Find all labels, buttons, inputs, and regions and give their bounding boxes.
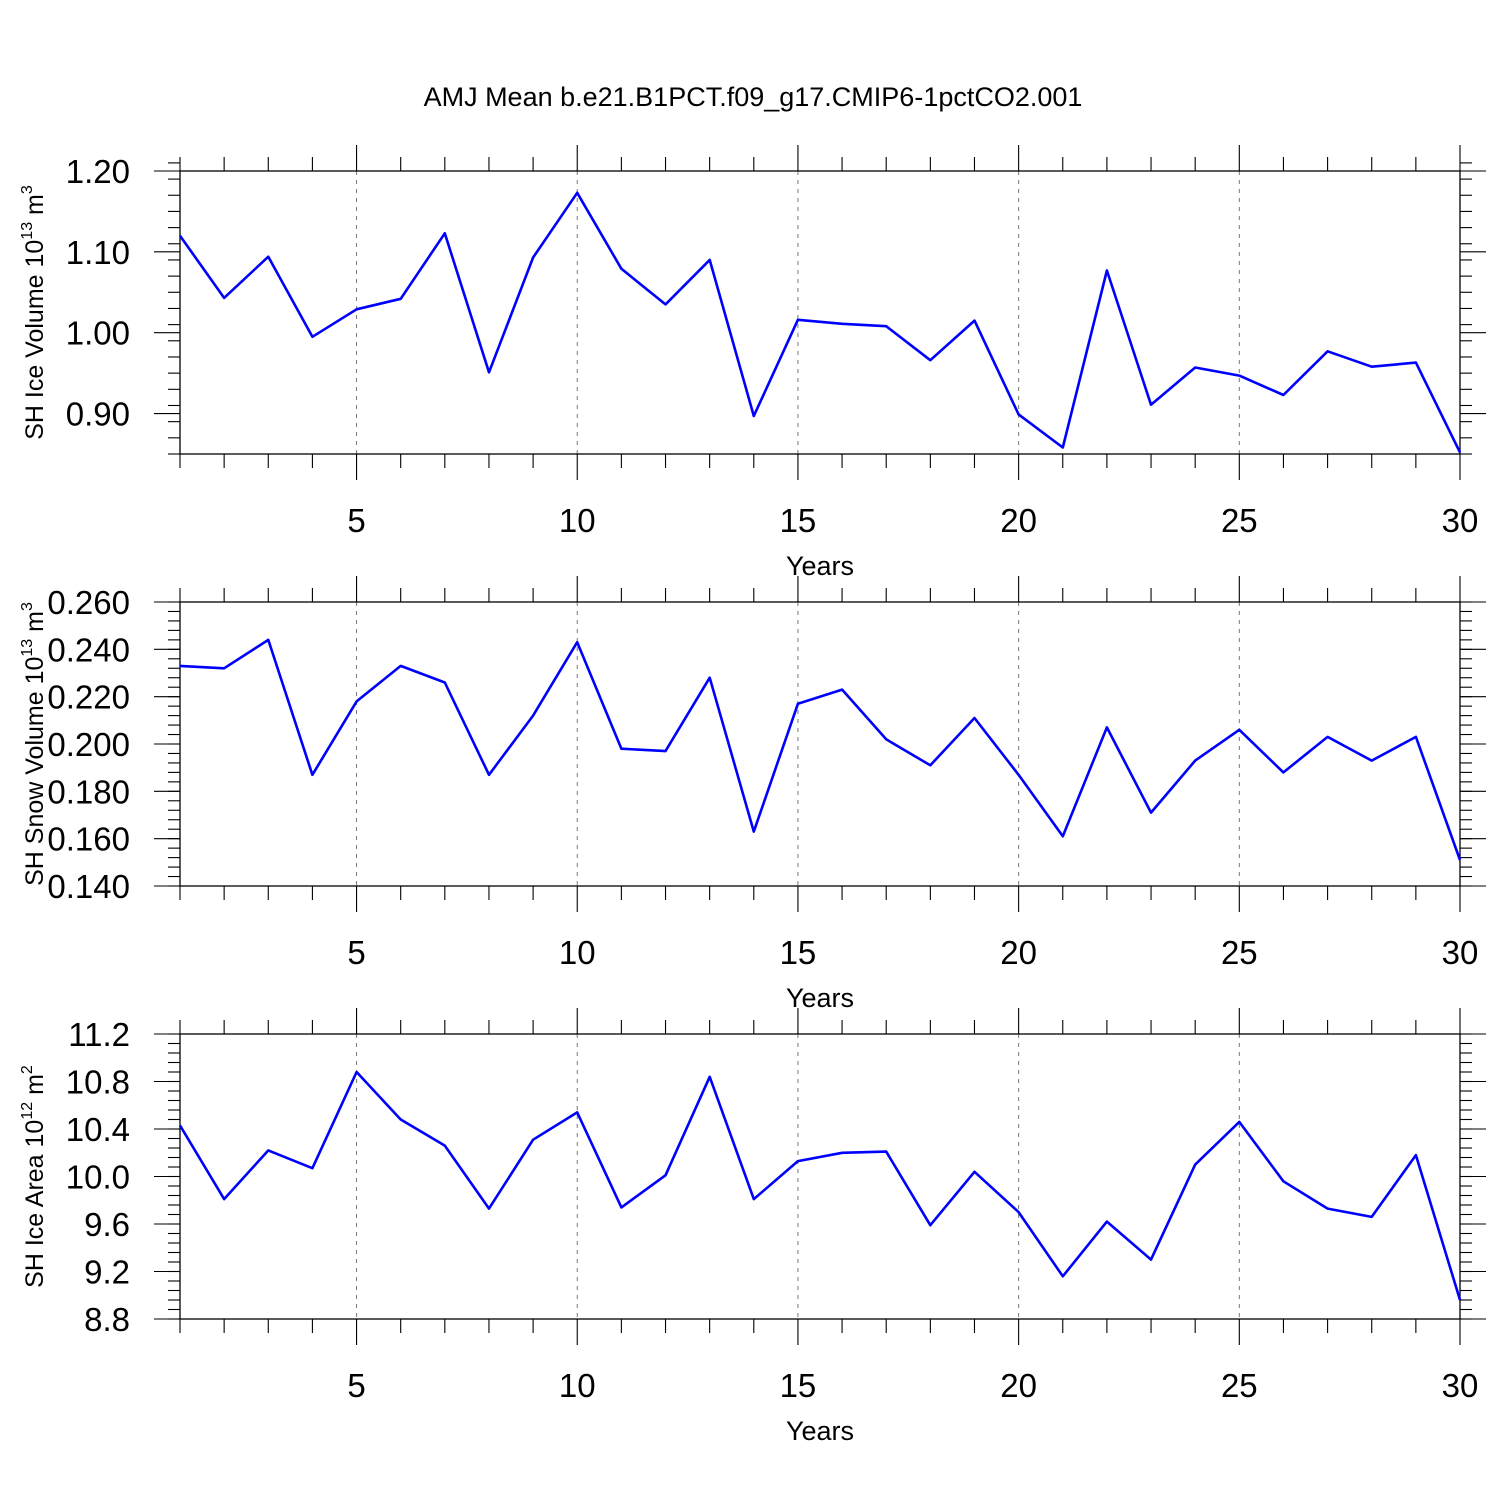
y-axis-label-exponent: 12 xyxy=(19,1102,36,1120)
x-tick-label: 15 xyxy=(780,934,817,971)
y-axis-label-unit-exponent: 3 xyxy=(19,185,36,194)
y-axis-label-unit: m xyxy=(21,611,49,639)
x-tick-label: 30 xyxy=(1442,1367,1479,1404)
x-tick-label: 15 xyxy=(780,502,817,539)
y-tick-label: 11.2 xyxy=(68,1016,130,1053)
y-axis-label-exponent: 13 xyxy=(19,222,36,240)
x-tick-label: 10 xyxy=(559,502,596,539)
y-tick-label: 8.8 xyxy=(84,1301,130,1338)
y-axis-label-text: SH Ice Volume 10 xyxy=(21,240,49,440)
y-tick-label: 9.2 xyxy=(84,1254,130,1291)
y-tick-label: 0.140 xyxy=(47,868,130,905)
y-tick-label: 0.260 xyxy=(47,584,130,621)
y-tick-label: 0.180 xyxy=(47,773,130,810)
x-tick-label: 10 xyxy=(559,934,596,971)
y-axis-label-text: SH Ice Area 10 xyxy=(21,1120,49,1288)
y-axis-label: SH Snow Volume 1013 m3 xyxy=(19,602,49,886)
y-tick-label: 0.240 xyxy=(47,631,130,668)
x-tick-label: 20 xyxy=(1000,1367,1037,1404)
y-tick-label: 10.8 xyxy=(66,1064,130,1101)
y-tick-label: 1.00 xyxy=(66,315,130,352)
series-line xyxy=(179,638,1462,861)
x-tick-label: 25 xyxy=(1221,934,1258,971)
y-tick-label: 0.220 xyxy=(47,679,130,716)
x-tick-label: 10 xyxy=(559,1367,596,1404)
x-tick-label: 25 xyxy=(1221,502,1258,539)
y-axis-label-unit: m xyxy=(21,194,49,222)
y-tick-label: 9.6 xyxy=(84,1206,130,1243)
x-axis-label: Years xyxy=(786,983,854,1013)
plot-frame xyxy=(179,170,1461,455)
sh-ice-area-panel: 8.8 9.2 9.6 10.0 10.4 10.8 11.2 5 10 15 20 25 30 Year… xyxy=(19,1008,1486,1446)
x-tick-label: 20 xyxy=(1000,502,1037,539)
y-axis-label: SH Ice Volume 1013 m3 xyxy=(19,185,49,440)
plot-frame xyxy=(179,1033,1461,1320)
x-axis-label: Years xyxy=(786,1416,854,1446)
x-axis-label: Years xyxy=(786,551,854,581)
y-tick-label: 0.200 xyxy=(47,726,130,763)
y-tick-label: 0.160 xyxy=(47,821,130,858)
y-tick-label: 0.90 xyxy=(66,396,130,433)
y-axis-label-unit-exponent: 2 xyxy=(19,1065,36,1074)
chart-title: AMJ Mean b.e21.B1PCT.f09_g17.CMIP6-1pctC… xyxy=(424,82,1083,112)
sh-snow-volume-panel: 0.140 0.160 0.180 0.200 0.220 0.240 0.260 5 10 15… xyxy=(19,576,1486,1013)
x-tick-label: 30 xyxy=(1442,502,1479,539)
x-tick-label: 25 xyxy=(1221,1367,1258,1404)
y-tick-label: 10.4 xyxy=(66,1111,130,1148)
y-axis-label-exponent: 13 xyxy=(19,639,36,657)
y-tick-label: 1.20 xyxy=(66,153,130,190)
x-tick-label: 5 xyxy=(347,1367,365,1404)
y-axis-label-unit: m xyxy=(21,1074,49,1102)
y-axis-label-text: SH Snow Volume 10 xyxy=(21,657,49,886)
y-axis-label-unit-exponent: 3 xyxy=(19,602,36,611)
x-tick-label: 20 xyxy=(1000,934,1037,971)
x-tick-label: 5 xyxy=(347,934,365,971)
y-tick-label: 10.0 xyxy=(66,1159,130,1196)
x-tick-label: 30 xyxy=(1442,934,1479,971)
x-tick-label: 5 xyxy=(347,502,365,539)
series-line xyxy=(178,191,1462,453)
y-axis-label: SH Ice Area 1012 m2 xyxy=(19,1065,49,1288)
sh-ice-volume-panel: 0.90 1.00 1.10 1.20 5 10 15 20 25 30 Years SH Ice V… xyxy=(19,145,1486,581)
series-line xyxy=(178,1070,1462,1301)
y-tick-label: 1.10 xyxy=(66,234,130,271)
x-tick-label: 15 xyxy=(780,1367,817,1404)
plot-frame xyxy=(179,601,1461,887)
